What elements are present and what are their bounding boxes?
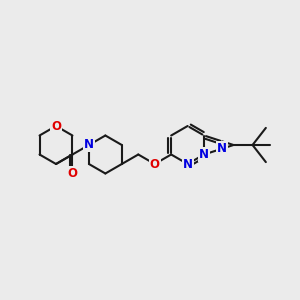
Text: N: N	[217, 142, 227, 155]
Text: N: N	[84, 139, 94, 152]
Text: N: N	[183, 158, 193, 170]
Text: O: O	[51, 119, 61, 133]
Text: O: O	[150, 158, 160, 170]
Text: O: O	[68, 167, 77, 180]
Text: N: N	[199, 148, 209, 161]
